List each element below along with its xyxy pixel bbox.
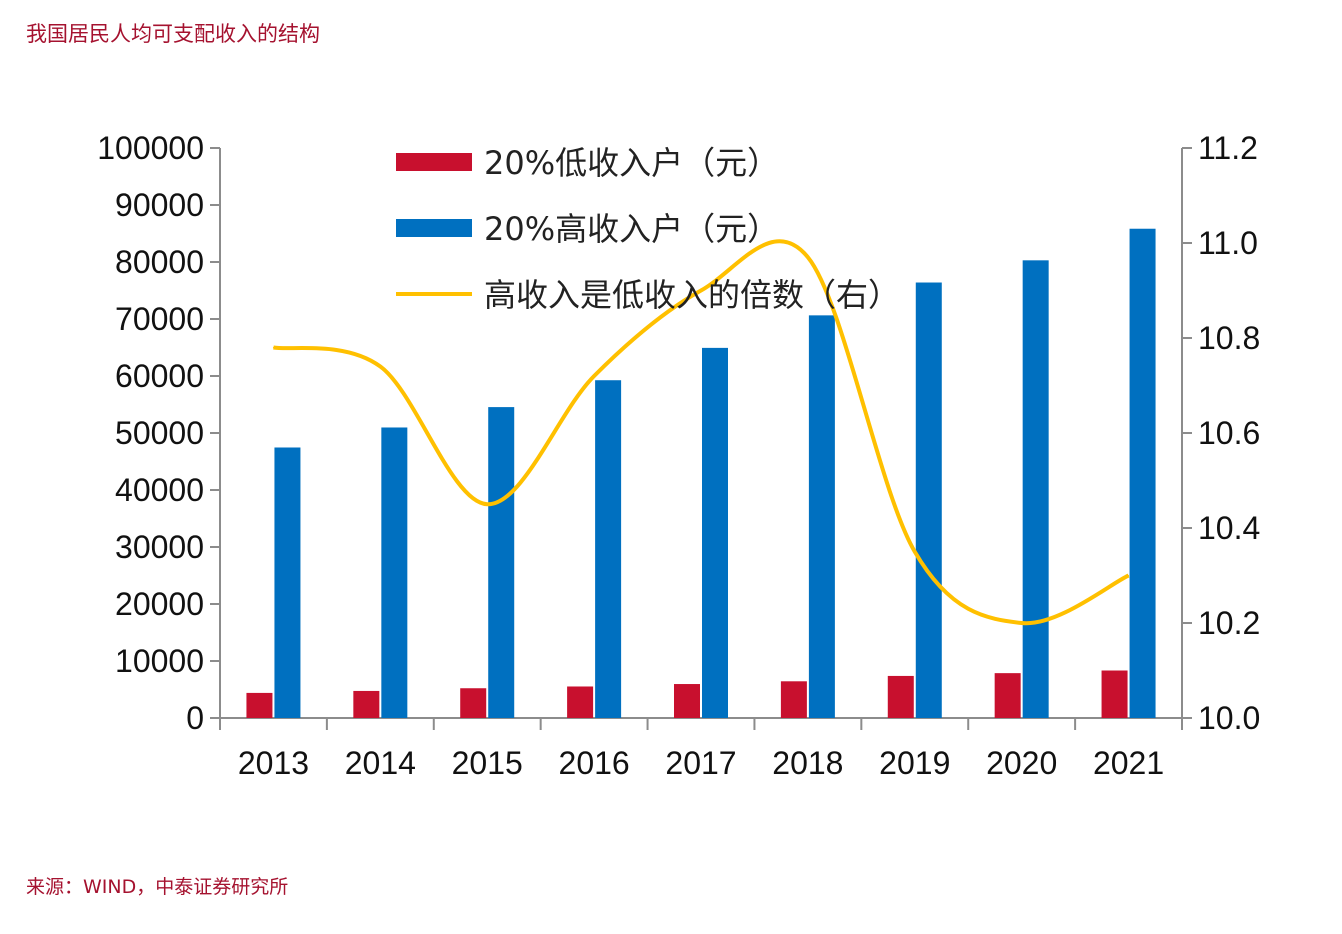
x-tick-label: 2015 bbox=[452, 745, 523, 781]
bar-high-income bbox=[274, 447, 301, 718]
right-tick-label: 10.4 bbox=[1198, 510, 1260, 546]
bar-high-income bbox=[808, 315, 835, 718]
bar-low-income bbox=[246, 692, 273, 718]
left-tick-label: 80000 bbox=[115, 244, 204, 280]
ratio-point bbox=[1021, 622, 1023, 624]
ratio-point bbox=[1128, 575, 1130, 576]
bar-high-income bbox=[488, 407, 515, 718]
right-tick-label: 10.2 bbox=[1198, 605, 1260, 641]
bar-high-income bbox=[1129, 228, 1156, 718]
bar-low-income bbox=[1101, 670, 1128, 718]
chart-title: 我国居民人均可支配收入的结构 bbox=[26, 22, 320, 46]
right-tick-label: 11.0 bbox=[1198, 225, 1258, 261]
ratio-point bbox=[593, 375, 595, 377]
x-tick-label: 2017 bbox=[665, 745, 736, 781]
ratio-point bbox=[379, 366, 381, 367]
ratio-line-group bbox=[272, 239, 1130, 626]
bar-low-income bbox=[780, 681, 807, 718]
legend-swatch bbox=[396, 153, 472, 171]
bar-low-income bbox=[887, 675, 914, 718]
x-tick-label: 2019 bbox=[879, 745, 950, 781]
left-tick-label: 10000 bbox=[115, 643, 204, 679]
legend-label: 20%高收入户（元） bbox=[484, 210, 779, 248]
bar-high-income bbox=[702, 347, 728, 718]
left-tick-label: 30000 bbox=[115, 529, 204, 565]
bar-low-income bbox=[353, 690, 380, 718]
right-tick-label: 11.2 bbox=[1198, 130, 1258, 166]
left-tick-label: 60000 bbox=[115, 358, 204, 394]
right-tick-label: 10.8 bbox=[1198, 320, 1260, 356]
left-tick-label: 100000 bbox=[97, 130, 204, 166]
bar-low-income bbox=[994, 673, 1021, 718]
bars bbox=[246, 228, 1156, 718]
left-tick-label: 20000 bbox=[115, 586, 204, 622]
ratio-point bbox=[486, 503, 488, 505]
right-tick-label: 10.0 bbox=[1198, 700, 1260, 736]
bar-high-income bbox=[595, 380, 622, 718]
legend-label: 20%低收入户（元） bbox=[484, 144, 779, 182]
ratio-point bbox=[914, 551, 916, 553]
axes: 0 10000 20000 30000 40000 50000 60000 70000 8000… bbox=[97, 130, 1260, 781]
ratio-point bbox=[700, 290, 702, 291]
right-tick-label: 10.6 bbox=[1198, 415, 1260, 451]
left-tick-label: 70000 bbox=[115, 301, 204, 337]
bar-low-income bbox=[674, 684, 700, 718]
bar-low-income bbox=[567, 686, 594, 718]
x-tick-label: 2021 bbox=[1093, 745, 1164, 781]
legend: 20%低收入户（元） 20%高收入户（元） 高收入是低收入的倍数（右） bbox=[396, 144, 900, 314]
x-tick-label: 2014 bbox=[345, 745, 416, 781]
legend-swatch bbox=[396, 219, 472, 237]
ratio-point bbox=[807, 256, 809, 258]
bar-low-income bbox=[460, 688, 487, 718]
left-tick-label: 0 bbox=[186, 700, 204, 736]
bar-high-income bbox=[915, 282, 942, 718]
x-tick-label: 2013 bbox=[238, 745, 309, 781]
source-note: 来源：WIND，中泰证券研究所 bbox=[26, 876, 289, 898]
left-tick-label: 50000 bbox=[115, 415, 204, 451]
legend-label: 高收入是低收入的倍数（右） bbox=[484, 276, 900, 314]
x-tick-label: 2018 bbox=[772, 745, 843, 781]
ratio-line bbox=[273, 239, 1130, 626]
x-tick-label: 2016 bbox=[559, 745, 630, 781]
left-tick-label: 90000 bbox=[115, 187, 204, 223]
bar-high-income bbox=[381, 427, 408, 718]
left-tick-label: 40000 bbox=[115, 472, 204, 508]
bar-high-income bbox=[1022, 260, 1049, 718]
ratio-point bbox=[272, 347, 274, 348]
x-tick-label: 2020 bbox=[986, 745, 1057, 781]
